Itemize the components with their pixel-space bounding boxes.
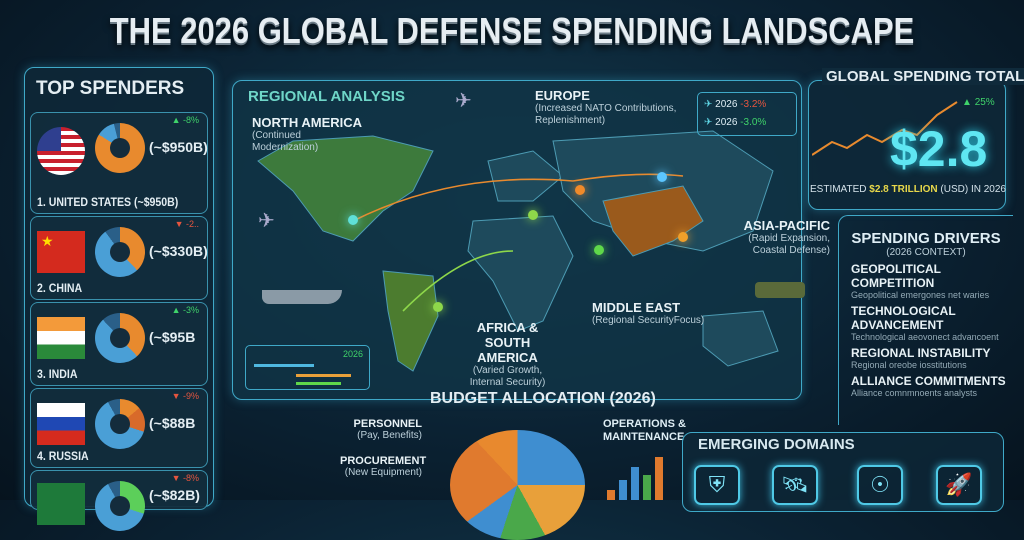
change-indicator: ▼ -2.. (174, 219, 199, 229)
country-name: 2. CHINA (37, 281, 83, 295)
india-flag-icon (37, 317, 85, 359)
ai-brain-icon[interactable]: ☉ (857, 465, 903, 505)
spender-card-us[interactable]: ▲ -8% (~$950B) 1. UNITED STATES (~$950B) (30, 112, 208, 214)
spender-card-india[interactable]: ▲ -3% (~$95B 3. INDIA (30, 302, 208, 386)
spender-card-russia[interactable]: ▼ -9% (~$88B 4. RUSSIA (30, 388, 208, 468)
north-america-label: NORTH AMERICA (Continued Modernization) (252, 115, 363, 153)
australia-shape (702, 310, 779, 367)
china-marker[interactable] (678, 232, 688, 242)
drivers-heading: SPENDING DRIVERS (851, 230, 1001, 247)
europe-shape (487, 150, 564, 202)
spender-card-china[interactable]: ▼ -2.. ★ (~$330B) 2. CHINA (30, 216, 208, 300)
budget-heading: BUDGET ALLOCATION (2026) (430, 390, 656, 407)
jet-icon: ✈ (704, 117, 716, 128)
country-name: 4. RUSSIA (37, 449, 89, 463)
jet-icon: ✈ (704, 99, 716, 110)
europe-label: EUROPE (Increased NATO Contributions, Re… (535, 88, 677, 126)
drivers-list: GEOPOLITICAL COMPETITION Geopolitical eme… (839, 262, 1013, 398)
share-donut-chart (95, 481, 145, 531)
change-indicator: ▲ -3% (171, 305, 199, 315)
operations-label: OPERATIONS & MAINTENANCE (603, 418, 686, 443)
cyber-shield-icon[interactable]: ⛨ (694, 465, 740, 505)
africa-shape (467, 215, 574, 332)
china-india-shape (602, 185, 704, 257)
change-indicator: ▼ -8% (171, 473, 199, 483)
spend-amount: (~$88B (149, 415, 196, 431)
fighter-jet-icon: ✈ (258, 210, 275, 232)
global-total-heading: GLOBAL SPENDING TOTAL (822, 68, 1024, 85)
share-donut-chart (95, 123, 145, 173)
regional-analysis-panel (232, 80, 802, 400)
tank-icon (755, 282, 805, 298)
south-america-marker[interactable] (433, 302, 443, 312)
budget-bar-chart (607, 457, 663, 500)
mini-stats-panel: 2026 (245, 345, 370, 390)
driver-item: GEOPOLITICAL COMPETITION Geopolitical eme… (851, 262, 990, 300)
rocket-icon[interactable]: 🚀 (936, 465, 982, 505)
share-donut-chart (95, 313, 145, 363)
china-flag-icon: ★ (37, 231, 85, 273)
south-america-shape (382, 270, 439, 372)
global-total-value: $2.8 (890, 121, 988, 177)
procurement-label: PROCUREMENT (New Equipment) (340, 455, 427, 478)
change-indicator: ▲ -8% (171, 115, 199, 125)
warship-icon (262, 290, 342, 304)
growth-change: ▲ 25% (962, 97, 995, 108)
north-america-shape (257, 135, 434, 242)
emerging-domains-heading: EMERGING DOMAINS (698, 436, 855, 453)
change-indicator: ▼ -9% (171, 391, 199, 401)
driver-item: TECHNOLOGICAL ADVANCEMENT Technological a… (851, 304, 999, 342)
spend-amount: (~$950B) (149, 139, 208, 155)
middle-east-marker[interactable] (594, 245, 604, 255)
budget-pie-chart (450, 430, 585, 540)
spend-amount: (~$95B (149, 329, 196, 345)
personnel-label: PERSONNEL (Pay, Benefits) (353, 418, 422, 441)
saudi-flag-icon (37, 483, 85, 525)
russia-marker[interactable] (575, 185, 585, 195)
russia-flag-icon (37, 403, 85, 445)
asia-marker[interactable] (657, 172, 667, 182)
satellite-icon[interactable]: 🛰 (772, 465, 818, 505)
middle-east-label: MIDDLE EAST (Regional SecurityFocus) (592, 300, 705, 326)
north-america-marker[interactable] (348, 215, 358, 225)
drivers-subheading: (2026 CONTEXT) (886, 247, 966, 258)
country-name: 3. INDIA (37, 367, 78, 381)
spend-amount: (~$330B) (149, 243, 208, 259)
spending-drivers-panel: SPENDING DRIVERS (2026 CONTEXT) GEOPOLIT… (838, 215, 1013, 425)
share-donut-chart (95, 399, 145, 449)
share-donut-chart (95, 227, 145, 277)
us-flag-icon (37, 127, 85, 175)
regional-analysis-heading: REGIONAL ANALYSIS (248, 88, 405, 105)
driver-item: ALLIANCE COMMITMENTS Alliance comnmnoents… (851, 374, 1006, 398)
spender-card-saudi-arabia[interactable]: ▼ -8% (~$82B) (30, 470, 208, 531)
spend-amount: (~$82B) (149, 487, 200, 503)
asia-pacific-label: ASIA-PACIFIC (Rapid Expansion, Coastal D… (743, 218, 830, 256)
europe-marker[interactable] (528, 210, 538, 220)
page-title: THE 2026 GLOBAL DEFENSE SPENDING LANDSCA… (109, 10, 915, 51)
fighter-jet-icon: ✈ (455, 90, 472, 112)
top-spenders-heading: TOP SPENDERS (36, 78, 185, 99)
world-map (257, 130, 779, 372)
driver-item: REGIONAL INSTABILITY Regional oreobe ioss… (851, 346, 991, 370)
trend-legend: ✈ 2026 -3.2% ✈ 2026 -3.0% (697, 92, 797, 136)
country-name: 1. UNITED STATES (~$950B) (37, 195, 179, 209)
africa-south-america-label: AFRICA & SOUTH AMERICA (Varied Growth, I… (469, 320, 546, 388)
global-total-caption: ESTIMATED $2.8 TRILLION (USD) IN 2026 (810, 184, 1006, 195)
growth-line-chart (812, 101, 958, 156)
